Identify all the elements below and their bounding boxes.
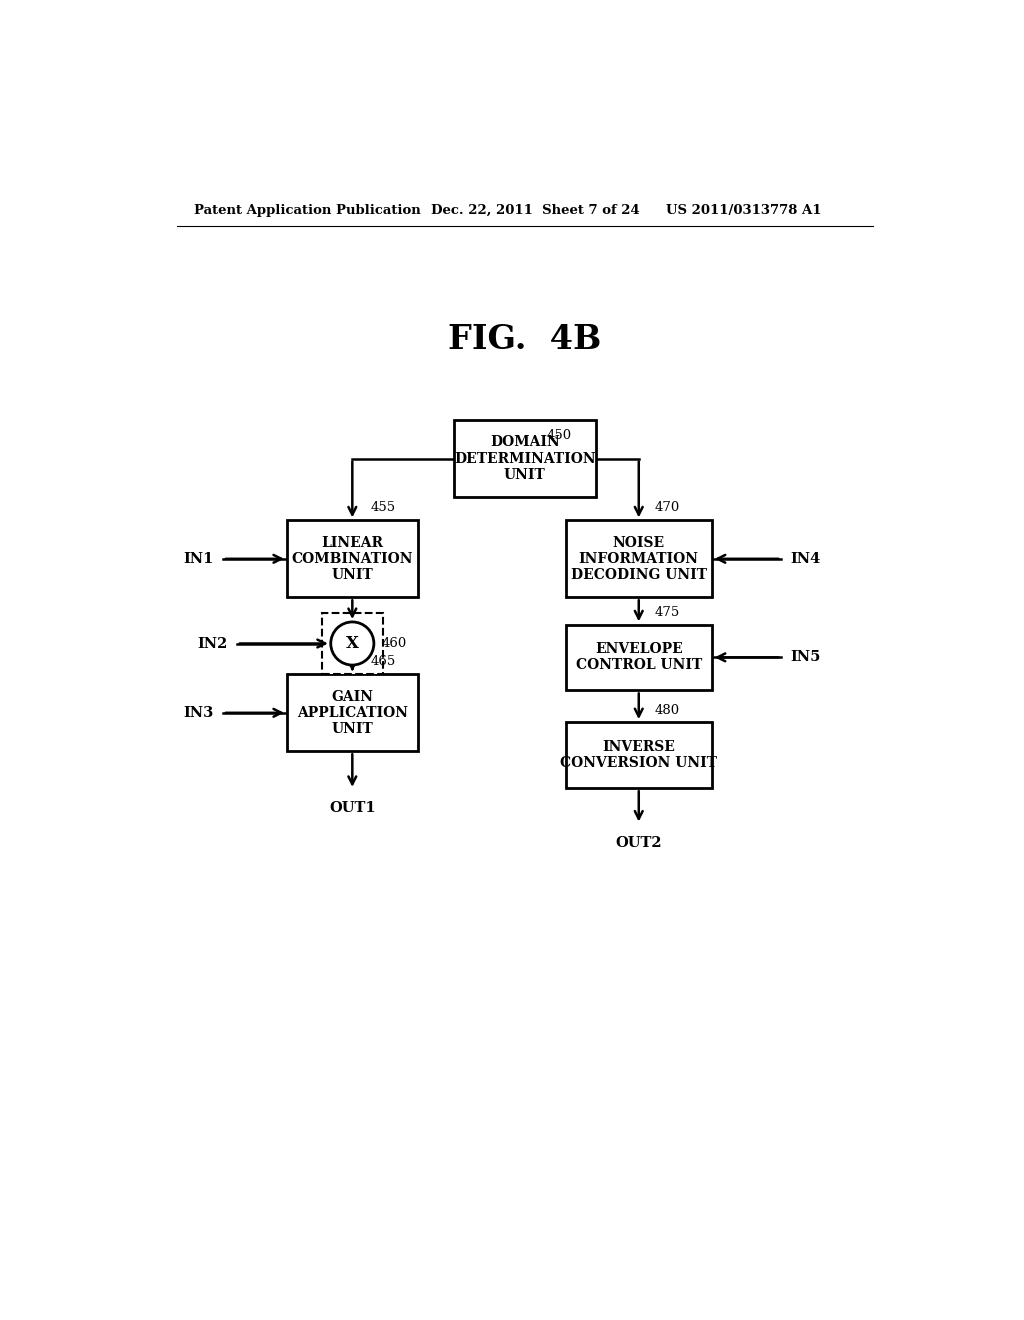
Text: 465: 465 [371,655,396,668]
Bar [565,624,712,690]
Text: OUT2: OUT2 [615,836,663,850]
Text: 450: 450 [547,429,571,442]
Text: IN5: IN5 [791,651,821,664]
Bar [287,520,418,598]
Text: DOMAIN
DETERMINATION
UNIT: DOMAIN DETERMINATION UNIT [454,436,596,482]
Text: IN3: IN3 [183,706,214,719]
Text: 475: 475 [654,606,679,619]
Bar [454,420,596,498]
Text: US 2011/0313778 A1: US 2011/0313778 A1 [666,205,821,218]
Text: IN2: IN2 [198,636,227,651]
Text: 480: 480 [654,704,679,717]
Text: NOISE
INFORMATION
DECODING UNIT: NOISE INFORMATION DECODING UNIT [570,536,707,582]
Bar [565,520,712,598]
Text: IN1: IN1 [183,552,214,566]
Text: GAIN
APPLICATION
UNIT: GAIN APPLICATION UNIT [297,689,408,737]
Text: Dec. 22, 2011  Sheet 7 of 24: Dec. 22, 2011 Sheet 7 of 24 [431,205,640,218]
Text: 460: 460 [382,638,407,649]
Text: OUT1: OUT1 [329,801,376,816]
Bar [565,722,712,788]
Bar [287,675,418,751]
Text: FIG.  4B: FIG. 4B [449,323,601,356]
Text: IN4: IN4 [791,552,820,566]
Text: 455: 455 [371,502,396,515]
Text: INVERSE
CONVERSION UNIT: INVERSE CONVERSION UNIT [560,741,717,771]
Text: ENVELOPE
CONTROL UNIT: ENVELOPE CONTROL UNIT [575,643,701,672]
Circle shape [331,622,374,665]
Text: 470: 470 [654,502,679,515]
Bar [323,614,383,673]
Text: Patent Application Publication: Patent Application Publication [194,205,421,218]
Text: X: X [346,635,358,652]
Text: LINEAR
COMBINATION
UNIT: LINEAR COMBINATION UNIT [292,536,413,582]
